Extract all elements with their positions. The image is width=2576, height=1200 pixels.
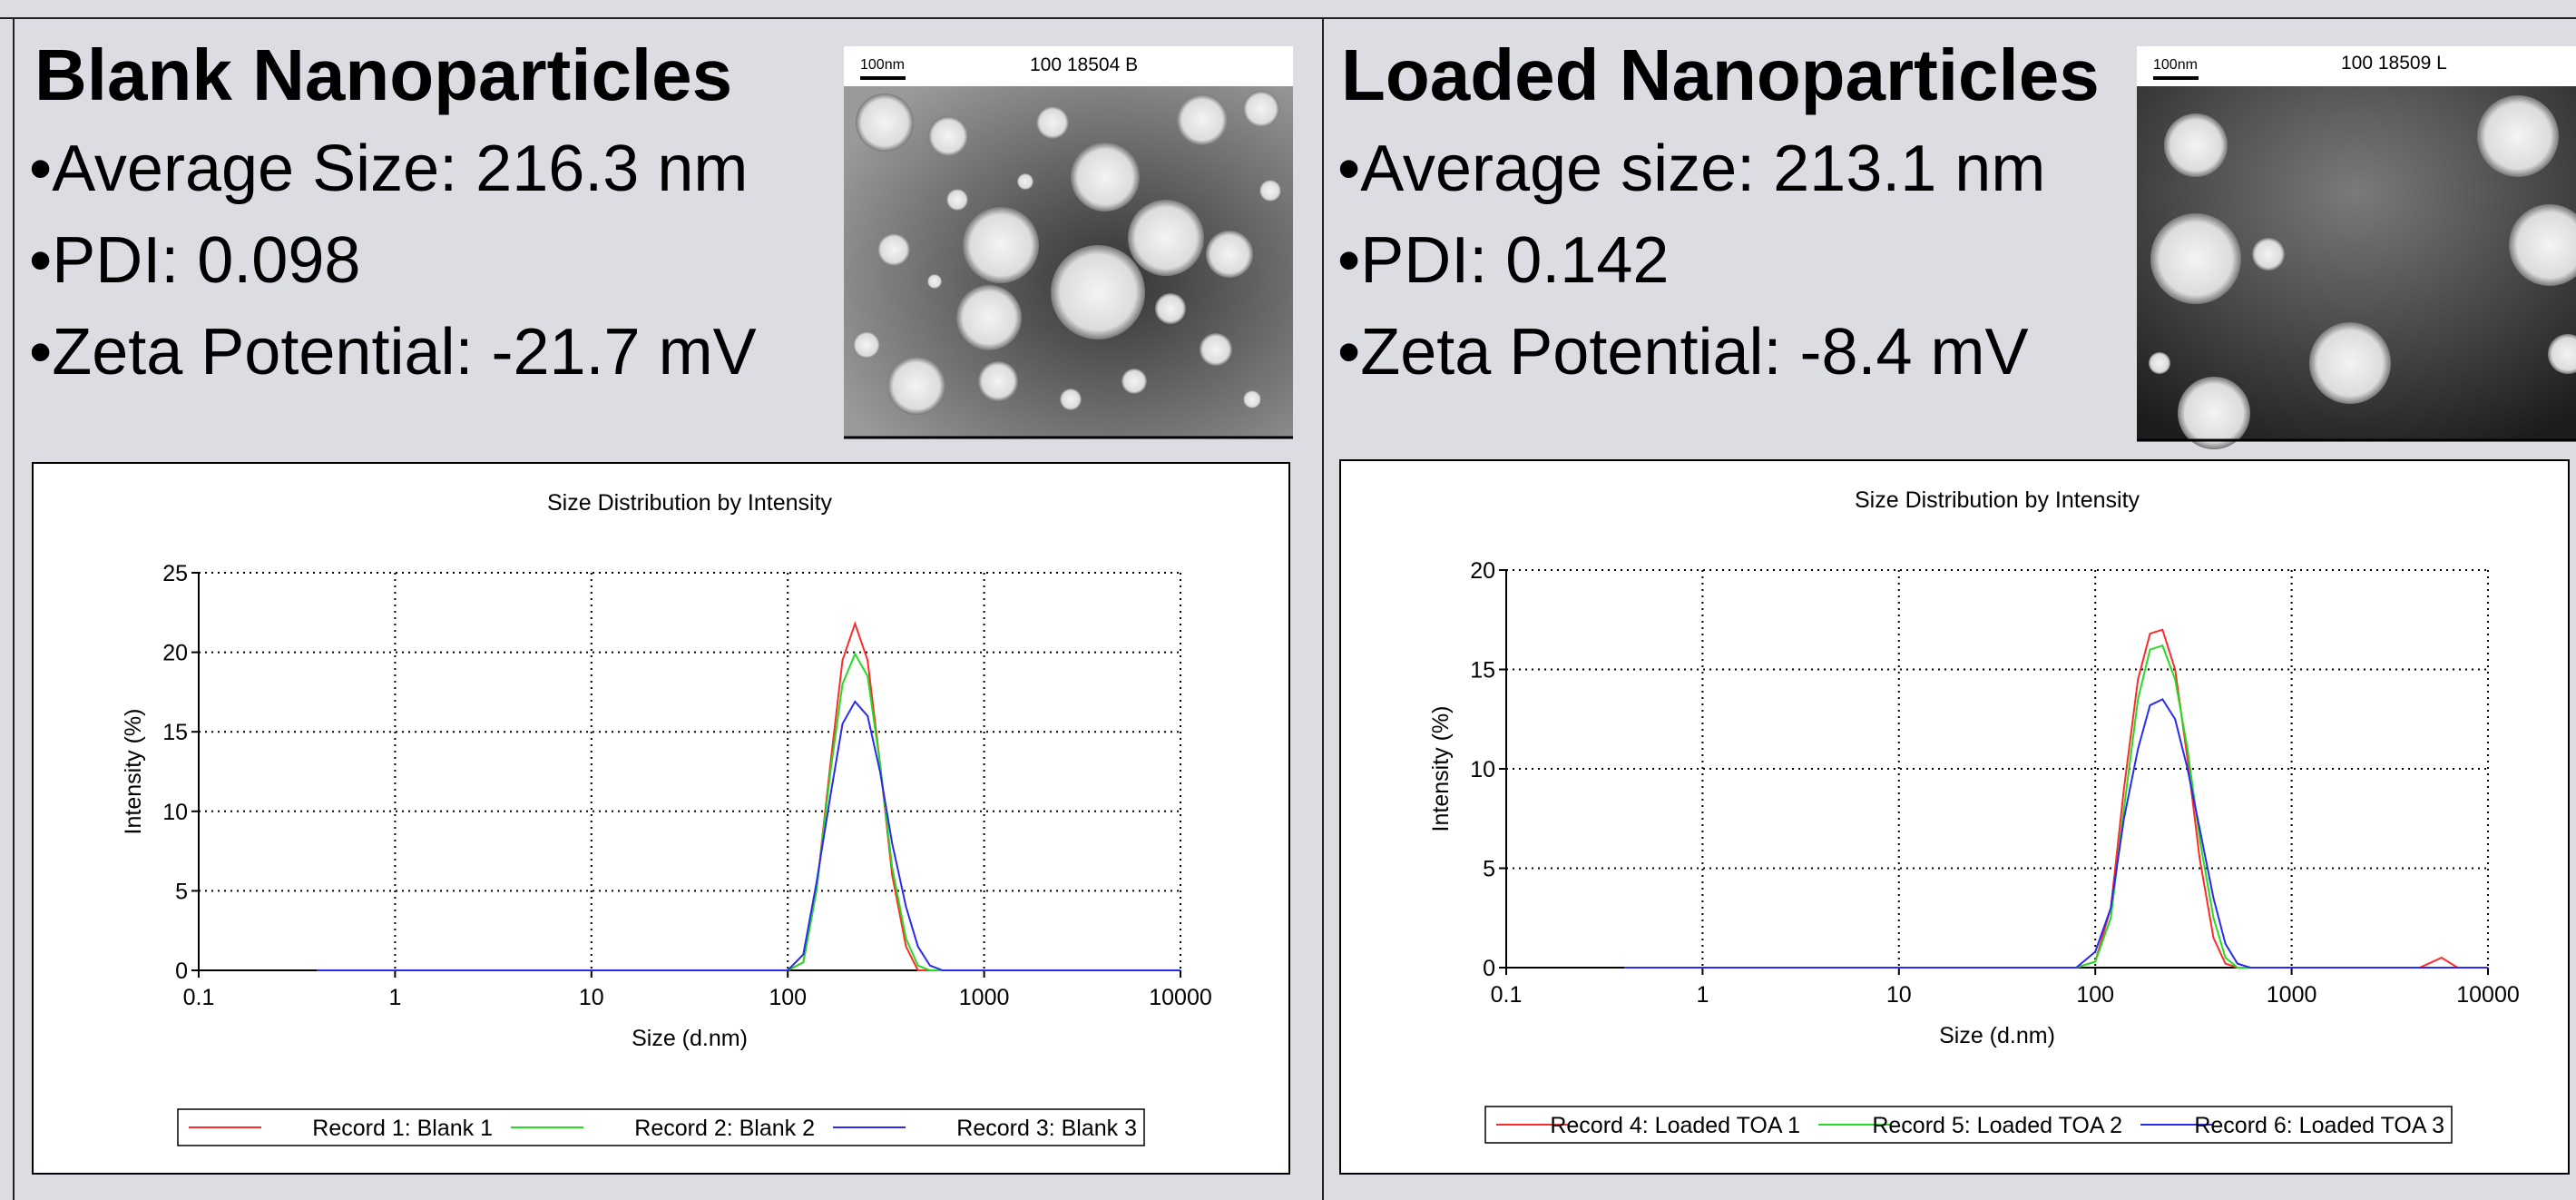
- y-tick-label: 25: [162, 561, 188, 586]
- bullet: •PDI: 0.098: [29, 224, 360, 297]
- legend-label: Record 3: Blank 3: [956, 1116, 1137, 1141]
- y-tick-label: 0: [1483, 956, 1495, 981]
- y-tick-label: 20: [1470, 558, 1495, 584]
- y-tick-label: 20: [162, 641, 188, 666]
- x-axis-label: Size (d.nm): [632, 1026, 748, 1051]
- y-tick-label: 5: [1483, 857, 1495, 882]
- y-tick-label: 10: [162, 800, 188, 825]
- bullet: •Zeta Potential: -21.7 mV: [29, 316, 757, 389]
- chart: Size Distribution by Intensity Size (d.nm…: [33, 463, 1289, 1174]
- legend-label: Record 5: Loaded TOA 2: [1872, 1113, 2122, 1138]
- y-tick-label: 0: [175, 959, 188, 984]
- image-label: 100 18504 B: [1030, 54, 1138, 75]
- bullet: •PDI: 0.142: [1337, 224, 1669, 297]
- tem-image: 100nm 100 18504 B: [844, 46, 1293, 438]
- x-tick-label: 10000: [2456, 982, 2520, 1008]
- bullet: •Average Size: 216.3 nm: [29, 133, 748, 205]
- chart: Size Distribution by Intensity Size (d.nm…: [1340, 460, 2569, 1174]
- x-tick-label: 10000: [1149, 985, 1212, 1010]
- panel-title: Blank Nanoparticles: [34, 34, 732, 115]
- x-tick-label: 1: [388, 985, 401, 1010]
- panel-title: Loaded Nanoparticles: [1341, 34, 2100, 115]
- legend-label: Record 1: Blank 1: [312, 1116, 493, 1141]
- x-tick-label: 1: [1696, 982, 1709, 1008]
- x-tick-label: 1000: [2267, 982, 2317, 1008]
- y-axis-label: Intensity (%): [1428, 706, 1454, 832]
- x-tick-label: 10: [579, 985, 604, 1010]
- slide: Blank Nanoparticles •Average Size: 216.3…: [0, 0, 2576, 1200]
- x-tick-label: 100: [769, 985, 807, 1010]
- image-label: 100 18509 L: [2341, 53, 2447, 74]
- x-tick-label: 10: [1886, 982, 1912, 1008]
- legend-label: Record 6: Loaded TOA 3: [2194, 1113, 2444, 1138]
- bullet: •Average size: 213.1 nm: [1337, 133, 2045, 205]
- y-tick-label: 15: [162, 720, 188, 745]
- scale-label: 100nm: [860, 57, 905, 73]
- scale-label: 100nm: [2153, 57, 2198, 73]
- legend-label: Record 4: Loaded TOA 1: [1550, 1113, 1800, 1138]
- y-tick-label: 15: [1470, 658, 1495, 684]
- chart-frame: [33, 463, 1289, 1174]
- x-tick-label: 0.1: [183, 985, 215, 1010]
- x-tick-label: 1000: [959, 985, 1010, 1010]
- y-tick-label: 10: [1470, 757, 1495, 782]
- bullet: •Zeta Potential: -8.4 mV: [1337, 316, 2029, 389]
- chart-frame: [1340, 460, 2569, 1174]
- x-tick-label: 0.1: [1491, 982, 1523, 1008]
- legend-label: Record 2: Blank 2: [634, 1116, 815, 1141]
- chart-title: Size Distribution by Intensity: [1855, 487, 2140, 513]
- chart-title: Size Distribution by Intensity: [547, 490, 833, 516]
- x-tick-label: 100: [2076, 982, 2114, 1008]
- y-axis-label: Intensity (%): [121, 709, 146, 835]
- x-axis-label: Size (d.nm): [1939, 1023, 2055, 1048]
- y-tick-label: 5: [175, 879, 188, 904]
- tem-image: 100nm 100 18509 L: [2137, 46, 2576, 449]
